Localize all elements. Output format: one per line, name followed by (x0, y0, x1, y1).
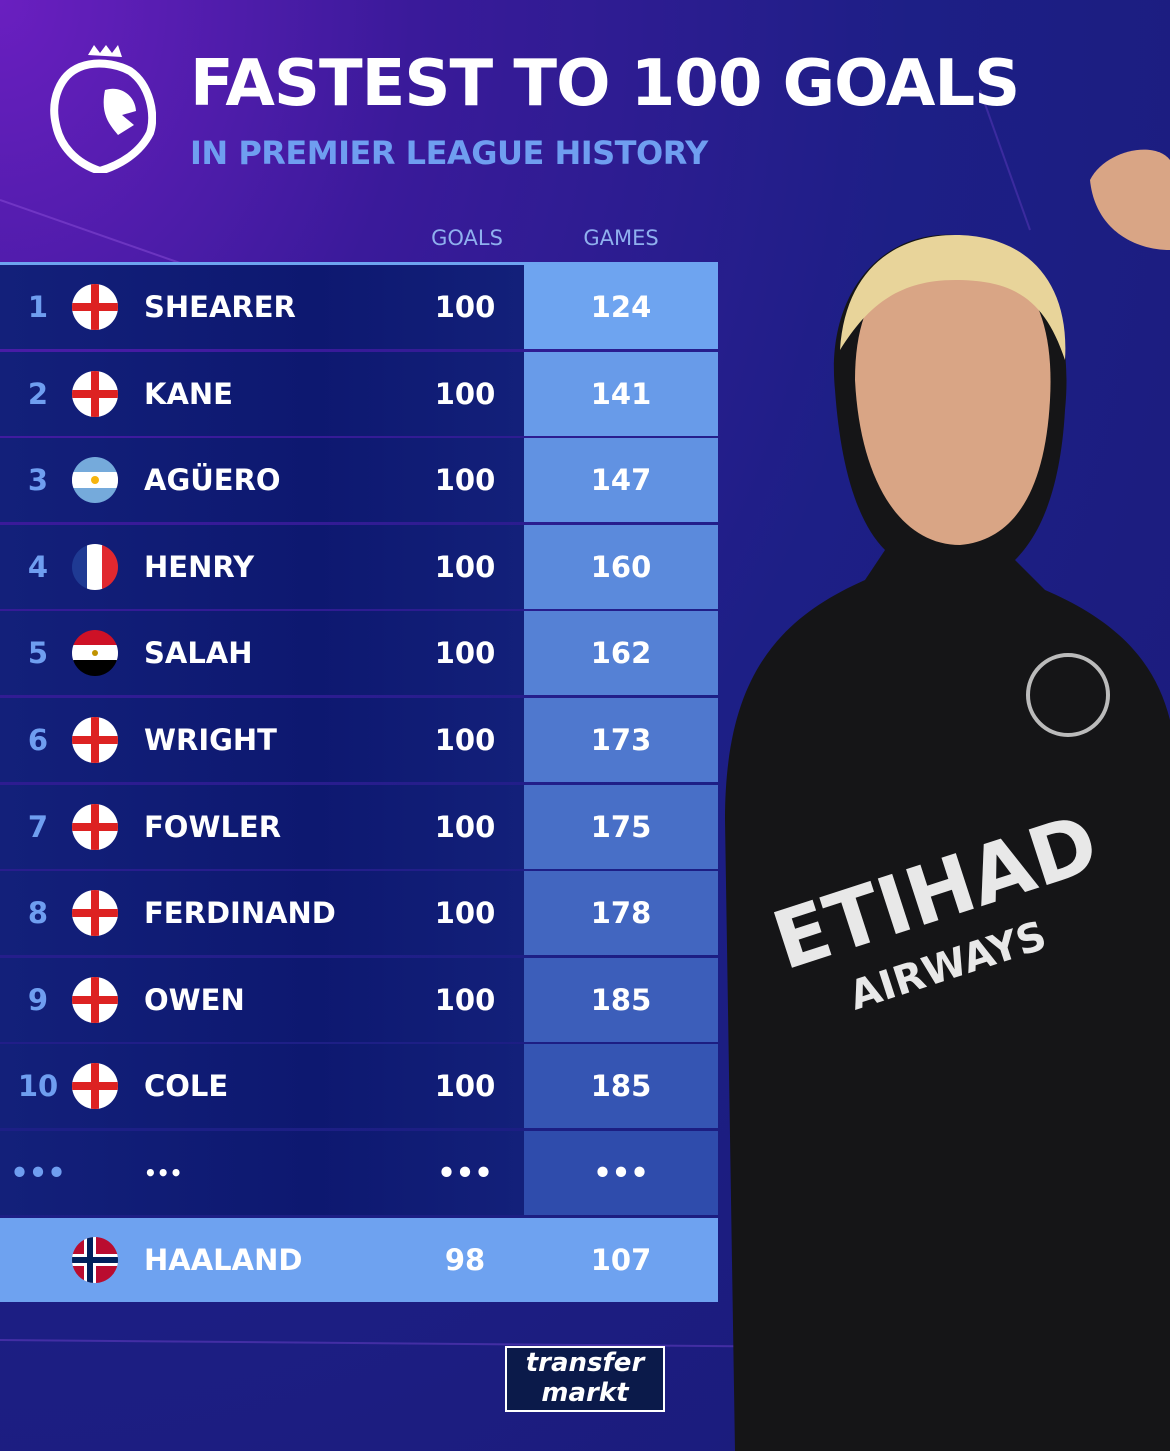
player-photo: ETIHAD AIRWAYS (725, 149, 1170, 1451)
flag-icon (72, 1237, 118, 1283)
table-row: 1 SHEARER 100 124 (0, 265, 718, 349)
flag-icon (72, 1063, 118, 1110)
goals-value: 100 (434, 376, 496, 411)
rank: ••• (10, 1156, 66, 1190)
flag-icon (72, 370, 118, 417)
table-row: 3 AGÜERO 100 147 (0, 438, 718, 523)
page-title: FASTEST TO 100 GOALS (190, 47, 1020, 121)
flag-icon (72, 543, 118, 590)
table-row: 4 HENRY 100 160 (0, 524, 718, 609)
flag-icon (72, 890, 118, 937)
goals-value: 100 (434, 549, 496, 584)
games-value: ••• (524, 1131, 718, 1215)
rank: 5 (27, 636, 49, 671)
table-row: 8 FERDINAND 100 178 (0, 871, 718, 956)
player-name: SHEARER (144, 290, 296, 324)
goals-value: 100 (434, 463, 496, 498)
flag-icon (72, 717, 118, 763)
table-row: 7 FOWLER 100 175 (0, 784, 718, 869)
games-value: 141 (524, 351, 718, 436)
rank: 10 (17, 1069, 59, 1104)
goals-value: 100 (434, 636, 496, 671)
flag-icon (72, 630, 118, 677)
player-name: AGÜERO (144, 463, 281, 498)
rank: 1 (27, 290, 49, 324)
column-header-goals: GOALS (431, 226, 503, 250)
goals-value: 98 (444, 1243, 486, 1277)
rank: 4 (27, 549, 49, 584)
page-subtitle: IN PREMIER LEAGUE HISTORY (190, 134, 708, 172)
club-crest-icon (1026, 653, 1110, 737)
goals-value: 100 (434, 896, 496, 931)
rank: 8 (27, 896, 49, 931)
goals-value: 100 (434, 1069, 496, 1104)
brand-line-2: markt (541, 1378, 629, 1408)
player-name: SALAH (144, 636, 253, 671)
goals-value: ••• (437, 1156, 493, 1190)
flag-icon (72, 457, 118, 504)
goals-value: 100 (434, 809, 496, 844)
table-row: 5 SALAH 100 162 (0, 611, 718, 696)
player-name: KANE (144, 376, 233, 411)
player-name: COLE (144, 1069, 229, 1104)
rank: 2 (27, 376, 49, 411)
rank: 9 (27, 982, 49, 1017)
table-row: 2 KANE 100 141 (0, 351, 718, 436)
highlight-row: HAALAND 98 107 (0, 1218, 718, 1302)
table-row: 10 COLE 100 185 (0, 1044, 718, 1129)
player-name: OWEN (144, 982, 245, 1017)
games-value: 178 (524, 871, 718, 956)
rank: 7 (27, 809, 49, 844)
games-value: 124 (524, 265, 718, 349)
games-value: 173 (524, 698, 718, 782)
games-value: 162 (524, 611, 718, 696)
player-name: HAALAND (144, 1243, 303, 1277)
premier-league-logo (50, 45, 156, 173)
transfermarkt-logo: transfer markt (505, 1346, 665, 1412)
table-row: 6 WRIGHT 100 173 (0, 698, 718, 782)
goals-value: 100 (434, 982, 496, 1017)
flag-icon (72, 976, 118, 1023)
flag-icon (72, 284, 118, 330)
games-value: 185 (524, 957, 718, 1042)
player-name: HENRY (144, 549, 255, 584)
games-value: 147 (524, 438, 718, 523)
table-top-line (0, 262, 718, 265)
column-header-games: GAMES (583, 226, 659, 250)
rank: 6 (27, 723, 49, 757)
player-name: WRIGHT (144, 723, 277, 757)
games-value: 175 (524, 784, 718, 869)
table-row: ••• ••• ••• ••• (0, 1131, 718, 1215)
player-name: FERDINAND (144, 896, 336, 931)
games-value: 185 (524, 1044, 718, 1129)
goals-value: 100 (434, 723, 496, 757)
player-name: FOWLER (144, 809, 282, 844)
table-row: 9 OWEN 100 185 (0, 957, 718, 1042)
player-name: ••• (144, 1161, 183, 1185)
games-value: 107 (590, 1243, 652, 1277)
games-value: 160 (524, 524, 718, 609)
flag-icon (72, 803, 118, 850)
brand-line-1: transfer (525, 1348, 645, 1378)
row-background (0, 1131, 524, 1215)
rank: 3 (27, 463, 49, 498)
goals-value: 100 (434, 290, 496, 324)
